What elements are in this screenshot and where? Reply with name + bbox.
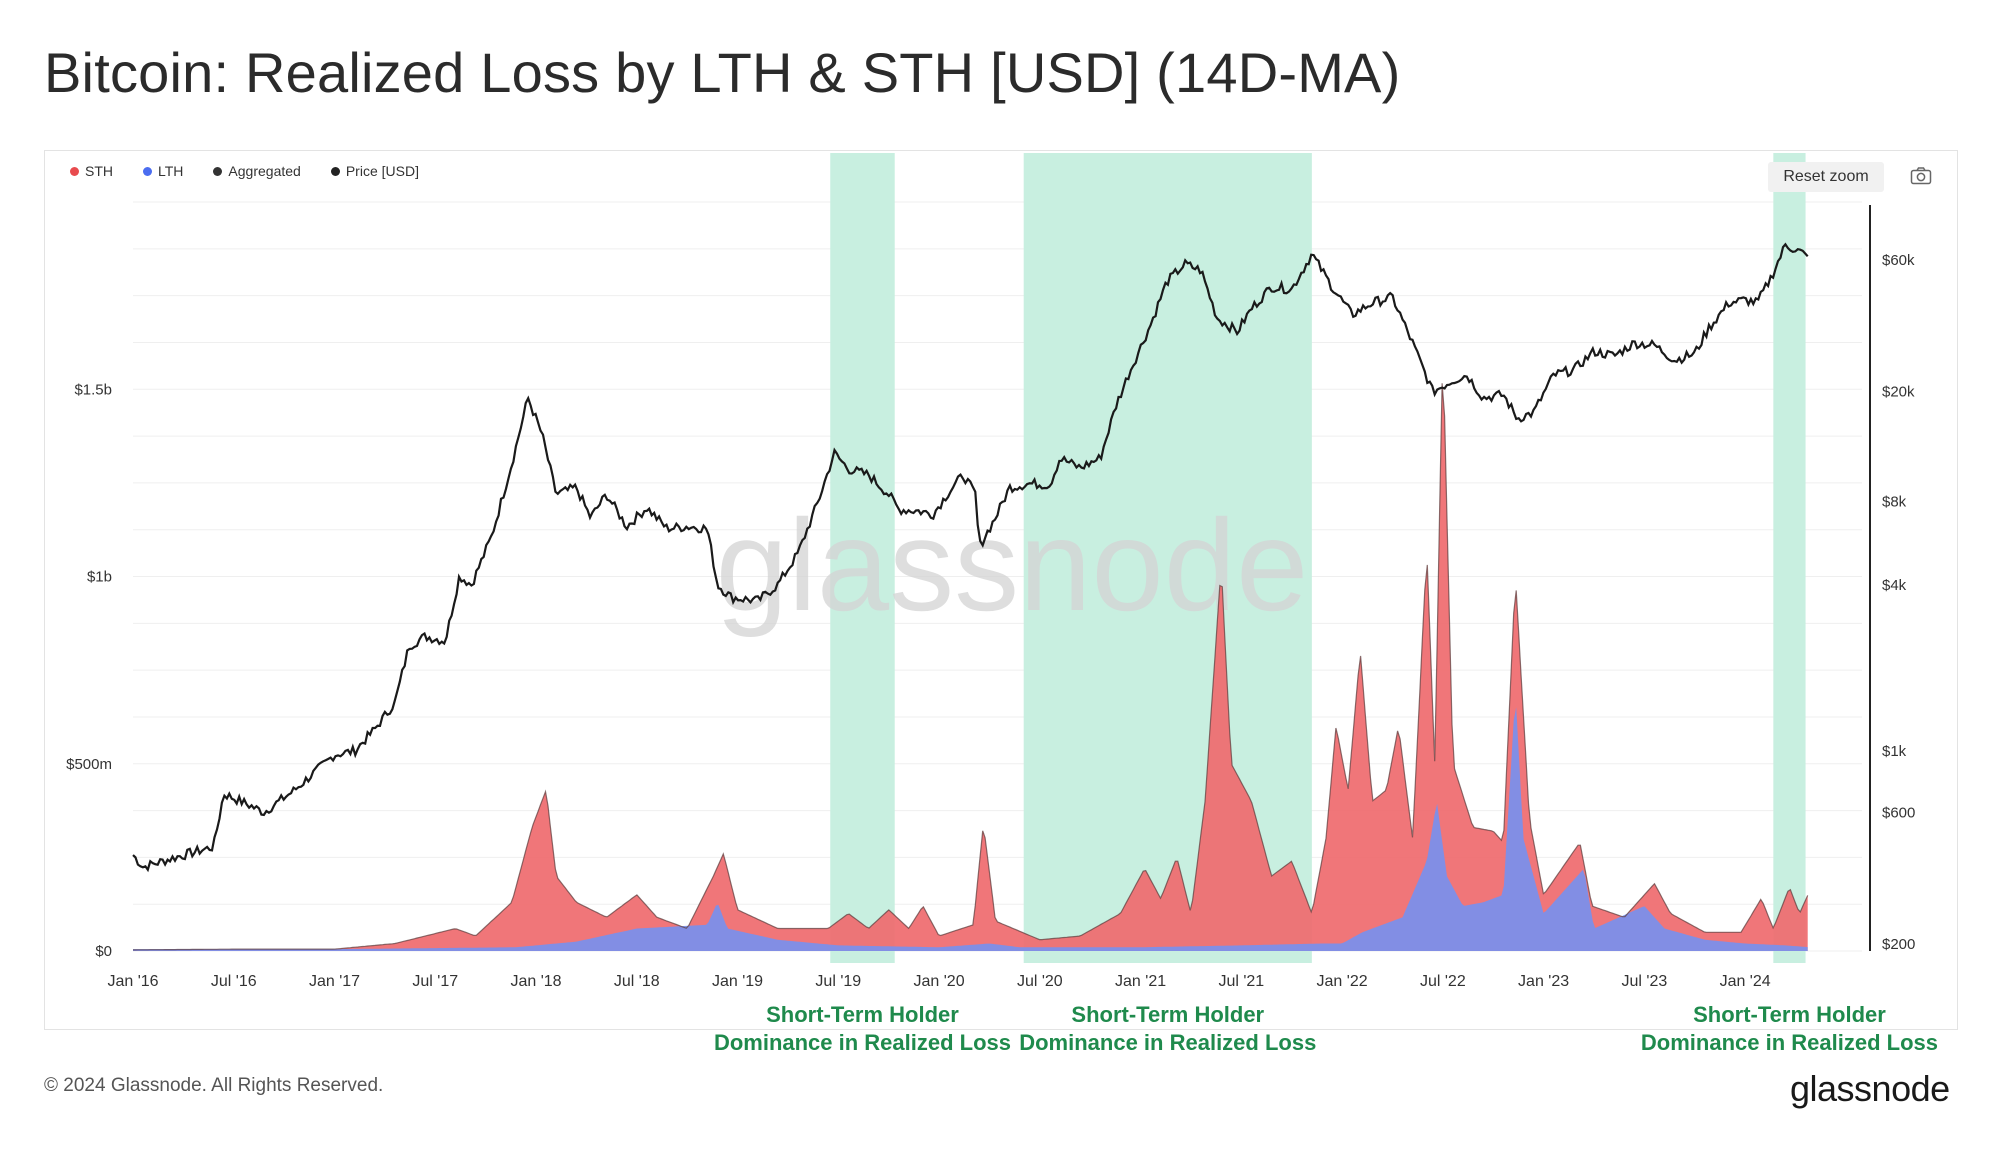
copyright-text: © 2024 Glassnode. All Rights Reserved. xyxy=(44,1075,384,1096)
legend-dot-aggregated xyxy=(213,166,223,176)
camera-icon[interactable] xyxy=(1910,166,1932,186)
watermark-text: glassnode xyxy=(716,492,1309,638)
legend-label-aggregated: Aggregated xyxy=(228,163,301,179)
x-tick-3: Jul '17 xyxy=(412,973,458,990)
highlight-band-1 xyxy=(830,153,895,963)
x-tick-16: Jan '24 xyxy=(1720,973,1771,990)
legend-dot-lth xyxy=(143,166,152,176)
legend-label-sth: STH xyxy=(85,163,113,179)
y-left-tick-2: $1b xyxy=(87,569,112,586)
y-right-tick-4: $8k xyxy=(1882,494,1907,511)
x-tick-6: Jan '19 xyxy=(712,973,763,990)
legend-item-price[interactable]: Price [USD] xyxy=(330,163,419,179)
band-annotation-3-line1: Short-Term Holder xyxy=(1693,1002,1886,1027)
y-right-tick-1: $600 xyxy=(1882,804,1915,821)
band-annotation-1-line1: Short-Term Holder xyxy=(766,1002,959,1027)
lth-area xyxy=(133,707,1808,951)
x-tick-0: Jan '16 xyxy=(107,973,158,990)
x-tick-1: Jul '16 xyxy=(211,973,257,990)
chart-frame xyxy=(44,150,1958,1030)
y-right-tick-6: $60k xyxy=(1882,252,1915,269)
y-left-tick-1: $500m xyxy=(66,756,112,773)
highlight-band-2 xyxy=(1023,153,1312,963)
y-right-tick-0: $200 xyxy=(1882,936,1915,953)
legend-dot-price xyxy=(330,166,340,176)
x-tick-8: Jan '20 xyxy=(914,973,965,990)
x-tick-13: Jul '22 xyxy=(1420,973,1466,990)
y-right-tick-3: $4k xyxy=(1882,577,1907,594)
x-tick-2: Jan '17 xyxy=(309,973,360,990)
x-tick-9: Jul '20 xyxy=(1017,973,1063,990)
x-tick-12: Jan '22 xyxy=(1317,973,1368,990)
x-tick-14: Jan '23 xyxy=(1518,973,1569,990)
chart-legend: STH LTH Aggregated Price [USD] xyxy=(70,163,419,179)
legend-item-sth[interactable]: STH xyxy=(70,163,113,179)
band-annotation-2-line1: Short-Term Holder xyxy=(1071,1002,1264,1027)
band-annotation-1-line2: Dominance in Realized Loss xyxy=(714,1030,1011,1055)
x-tick-15: Jul '23 xyxy=(1621,973,1667,990)
x-tick-5: Jul '18 xyxy=(614,973,660,990)
legend-label-lth: LTH xyxy=(158,163,184,179)
y-right-tick-2: $1k xyxy=(1882,743,1907,760)
x-tick-10: Jan '21 xyxy=(1115,973,1166,990)
y-left-tick-3: $1.5b xyxy=(74,381,112,398)
band-annotation-3-line2: Dominance in Realized Loss xyxy=(1641,1030,1938,1055)
y-left-tick-0: $0 xyxy=(95,943,112,960)
price-line xyxy=(132,242,1809,873)
highlight-band-3 xyxy=(1773,153,1806,963)
x-tick-7: Jul '19 xyxy=(815,973,861,990)
glassnode-logo: glassnode xyxy=(1790,1068,1950,1109)
legend-item-lth[interactable]: LTH xyxy=(143,163,183,179)
reset-zoom-button[interactable]: Reset zoom xyxy=(1768,162,1884,192)
aggregated-line xyxy=(133,383,1809,951)
x-tick-4: Jan '18 xyxy=(510,973,561,990)
y-right-tick-5: $20k xyxy=(1882,384,1915,401)
legend-item-aggregated[interactable]: Aggregated xyxy=(213,163,301,179)
legend-dot-sth xyxy=(70,166,79,176)
sth-area xyxy=(133,383,1808,951)
page-title: Bitcoin: Realized Loss by LTH & STH [USD… xyxy=(44,41,1401,104)
x-tick-11: Jul '21 xyxy=(1218,973,1264,990)
band-annotation-2-line2: Dominance in Realized Loss xyxy=(1019,1030,1316,1055)
legend-label-price: Price [USD] xyxy=(345,163,419,179)
